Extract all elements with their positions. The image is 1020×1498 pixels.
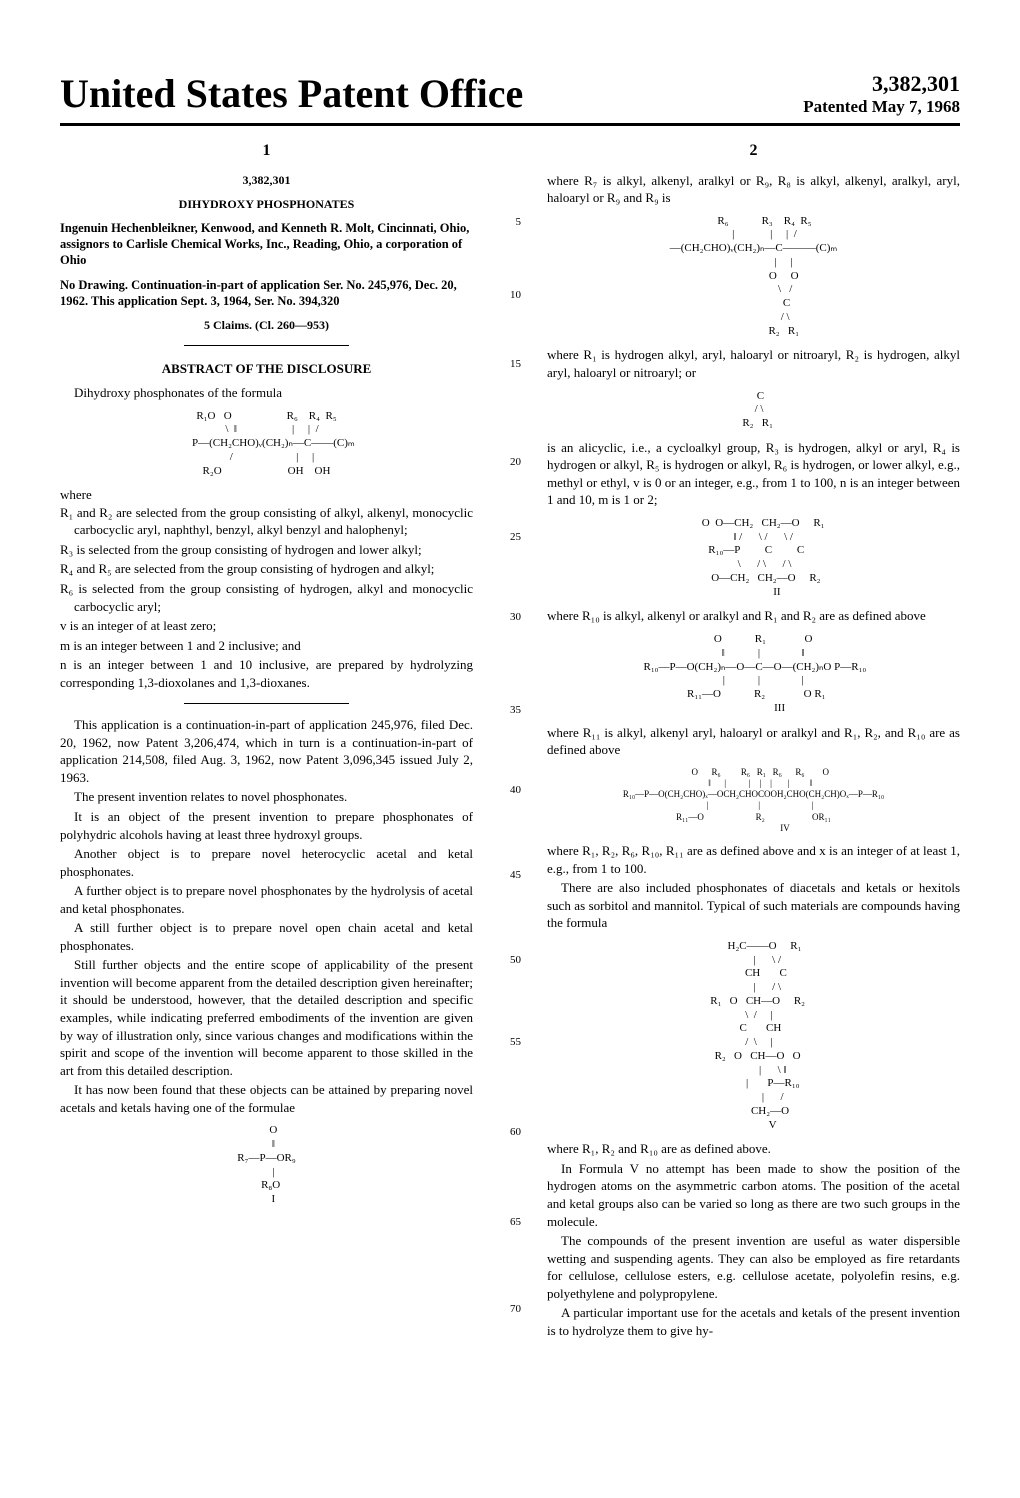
line-10: 10 <box>510 288 521 303</box>
abstract-intro: Dihydroxy phosphonates of the formula <box>60 384 473 402</box>
def-n: n is an integer between 1 and 10 inclusi… <box>60 656 473 691</box>
def-r4r5: R₄ and R₅ are selected from the group co… <box>60 560 473 578</box>
line-25: 25 <box>510 530 521 545</box>
line-15: 15 <box>510 357 521 372</box>
line-50: 50 <box>510 953 521 968</box>
para-continuation: This application is a continuation-in-pa… <box>60 716 473 786</box>
patent-id: 3,382,301 <box>60 172 473 188</box>
para-xinteger: where R₁, R₂, R₆, R₁₀, R₁₁ are as define… <box>547 842 960 877</box>
line-45: 45 <box>510 868 521 883</box>
def-r1r2: R₁ and R₂ are selected from the group co… <box>60 504 473 539</box>
column-2: 2 where R₇ is alkyl, alkenyl, aralkyl or… <box>547 140 960 1341</box>
line-60: 60 <box>510 1125 521 1140</box>
claims-line: 5 Claims. (Cl. 260—953) <box>60 317 473 333</box>
para-r10: where R₁₀ is alkyl, alkenyl or aralkyl a… <box>547 607 960 625</box>
formula-ring1: R₆ R₃ R₄ R₅ | | | / —(CH₂CHO)ᵥ(CH₂)ₙ—C——… <box>547 215 960 339</box>
def-r6: R₆ is selected from the group consisting… <box>60 580 473 615</box>
line-5: 5 <box>516 215 522 230</box>
inventors: Ingenuin Hechenbleikner, Kenwood, and Ke… <box>60 220 473 269</box>
para-object1: It is an object of the present invention… <box>60 808 473 843</box>
para-object2: Another object is to prepare novel heter… <box>60 845 473 880</box>
def-r3: R₃ is selected from the group consisting… <box>60 541 473 559</box>
formula-i: O ‖ R₇—P—OR₉ | R₈O I <box>60 1124 473 1207</box>
formula-v: H₂C——O R₁ | \ / CH C | / \ R₁ O CH—O R₂ … <box>547 940 960 1133</box>
para-hydrolyze: A particular important use for the aceta… <box>547 1304 960 1339</box>
header-right: 3,382,301 Patented May 7, 1968 <box>803 71 960 117</box>
formula-c: C / \ R₂ R₁ <box>547 390 960 431</box>
column-1: 1 3,382,301 DIHYDROXY PHOSPHONATES Ingen… <box>60 140 473 1341</box>
para-object3: A further object is to prepare novel pho… <box>60 882 473 917</box>
para-formulav: In Formula V no attempt has been made to… <box>547 1160 960 1230</box>
abstract-heading: ABSTRACT OF THE DISCLOSURE <box>60 360 473 378</box>
formula-main: R₁O O R₆ R₄ R₅ \ ‖ | | / P—(CH₂CHO)ᵥ(CH₂… <box>60 410 473 479</box>
para-scope: Still further objects and the entire sco… <box>60 956 473 1079</box>
divider <box>184 345 349 346</box>
para-r1hydrogen: where R₁ is hydrogen alkyl, aryl, haloar… <box>547 346 960 381</box>
formula-iii: O R₁ O ‖ | ‖ R₁₀—P—O(CH₂)ₙ—O—C—O—(CH₂)ₙO… <box>547 633 960 716</box>
para-alicyclic: is an alicyclic, i.e., a cycloalkyl grou… <box>547 439 960 509</box>
line-30: 30 <box>510 610 521 625</box>
para-relates: The present invention relates to novel p… <box>60 788 473 806</box>
para-useful: The compounds of the present invention a… <box>547 1232 960 1302</box>
para-diacetals: There are also included phosphonates of … <box>547 879 960 932</box>
patent-date: Patented May 7, 1968 <box>803 97 960 117</box>
formula-ii: O O—CH₂ CH₂—O R₁ ‖ / \ / \ / R₁₀—P C C \… <box>547 517 960 600</box>
header: United States Patent Office 3,382,301 Pa… <box>60 70 960 126</box>
line-numbers: 5 10 15 20 25 30 35 40 45 50 55 60 65 70 <box>499 140 521 1341</box>
where-label: where <box>60 486 473 504</box>
filing-info: No Drawing. Continuation-in-part of appl… <box>60 277 473 310</box>
para-object4: A still further object is to prepare nov… <box>60 919 473 954</box>
para-found: It has now been found that these objects… <box>60 1081 473 1116</box>
line-35: 35 <box>510 703 521 718</box>
col2-number: 2 <box>547 140 960 162</box>
line-20: 20 <box>510 455 521 470</box>
col1-number: 1 <box>60 140 473 162</box>
patent-title: DIHYDROXY PHOSPHONATES <box>60 196 473 212</box>
def-v: v is an integer of at least zero; <box>60 617 473 635</box>
line-65: 65 <box>510 1215 521 1230</box>
formula-iv: O R₆ R₆ R₁ R₆ R₆ O ‖ | | | | | ‖ R₁₀—P—O… <box>547 767 960 835</box>
header-title: United States Patent Office <box>60 70 523 117</box>
line-40: 40 <box>510 783 521 798</box>
def-m: m is an integer between 1 and 2 inclusiv… <box>60 637 473 655</box>
columns: 1 3,382,301 DIHYDROXY PHOSPHONATES Ingen… <box>60 140 960 1341</box>
para-r11: where R₁₁ is alkyl, alkenyl aryl, haloar… <box>547 724 960 759</box>
para-asdefined: where R₁, R₂ and R₁₀ are as defined abov… <box>547 1140 960 1158</box>
line-55: 55 <box>510 1035 521 1050</box>
para-r7: where R₇ is alkyl, alkenyl, aralkyl or R… <box>547 172 960 207</box>
line-70: 70 <box>510 1302 521 1317</box>
divider <box>184 703 349 704</box>
patent-number: 3,382,301 <box>803 71 960 97</box>
